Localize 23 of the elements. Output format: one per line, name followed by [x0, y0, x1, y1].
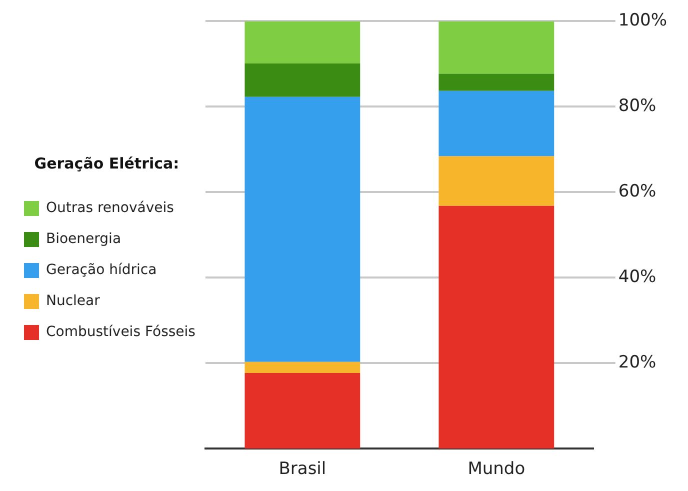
legend-label: Bioenergia: [46, 231, 122, 248]
y-tick-label: 80%: [618, 96, 656, 116]
y-tick-label: 40%: [618, 267, 656, 288]
legend-title: Geração Elétrica:: [34, 154, 180, 172]
bar: [438, 21, 554, 74]
bar: [244, 362, 360, 373]
bar: [244, 96, 360, 362]
x-tick-label: Mundo: [468, 459, 526, 480]
y-tick-label: 20%: [618, 352, 656, 373]
bar: [244, 21, 360, 64]
bar: [438, 74, 554, 91]
y-tick-label: 100%: [618, 10, 668, 31]
x-tick-label: Brasil: [278, 459, 326, 480]
legend-label: Outras renováveis: [46, 200, 174, 216]
y-tick-label: 60%: [618, 182, 656, 202]
bar: [244, 64, 360, 97]
bar: [438, 90, 554, 156]
legend-label: Geração hídrica: [46, 262, 157, 278]
bar: [438, 206, 554, 449]
legend-label: Combustíveis Fósseis: [46, 324, 196, 340]
bar: [438, 156, 554, 206]
legend-label: Nuclear: [46, 293, 100, 310]
bar: [244, 372, 360, 449]
